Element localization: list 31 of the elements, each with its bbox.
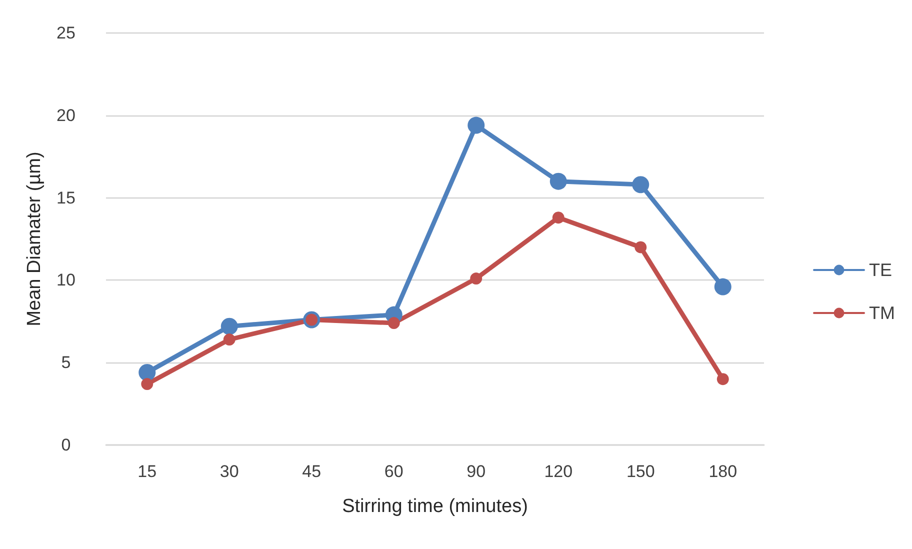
point — [388, 317, 400, 330]
y-axis-title: Mean Diamater (µm) — [24, 152, 45, 326]
x-tick-label: 45 — [302, 462, 322, 481]
x-tick-label: 15 — [138, 462, 157, 481]
y-tick-label: 25 — [56, 24, 76, 42]
point — [550, 172, 567, 190]
x-axis-title: Stirring time (minutes) — [342, 496, 528, 517]
x-tick-label: 60 — [384, 462, 404, 481]
y-tick-label: 20 — [56, 106, 76, 125]
x-tick-label: 30 — [220, 462, 239, 481]
point — [552, 212, 564, 224]
legend-label: TM — [869, 303, 896, 323]
point — [632, 176, 650, 194]
y-tick-label: 5 — [61, 353, 71, 372]
point — [714, 278, 732, 296]
legend-label: TE — [869, 260, 892, 280]
x-tick-label: 90 — [466, 462, 486, 481]
point — [141, 378, 154, 390]
point — [138, 364, 156, 381]
x-tick-label: 150 — [626, 462, 655, 481]
x-tick-label: 180 — [708, 462, 738, 481]
x-tick-label: 120 — [544, 462, 573, 481]
y-tick-label: 10 — [56, 270, 76, 290]
y-tick-label: 0 — [61, 436, 71, 454]
point — [634, 241, 647, 254]
point — [468, 116, 485, 134]
point — [220, 318, 238, 335]
y-tick-label: 15 — [56, 188, 76, 208]
point — [716, 373, 729, 386]
point — [470, 272, 482, 285]
point — [223, 334, 236, 346]
